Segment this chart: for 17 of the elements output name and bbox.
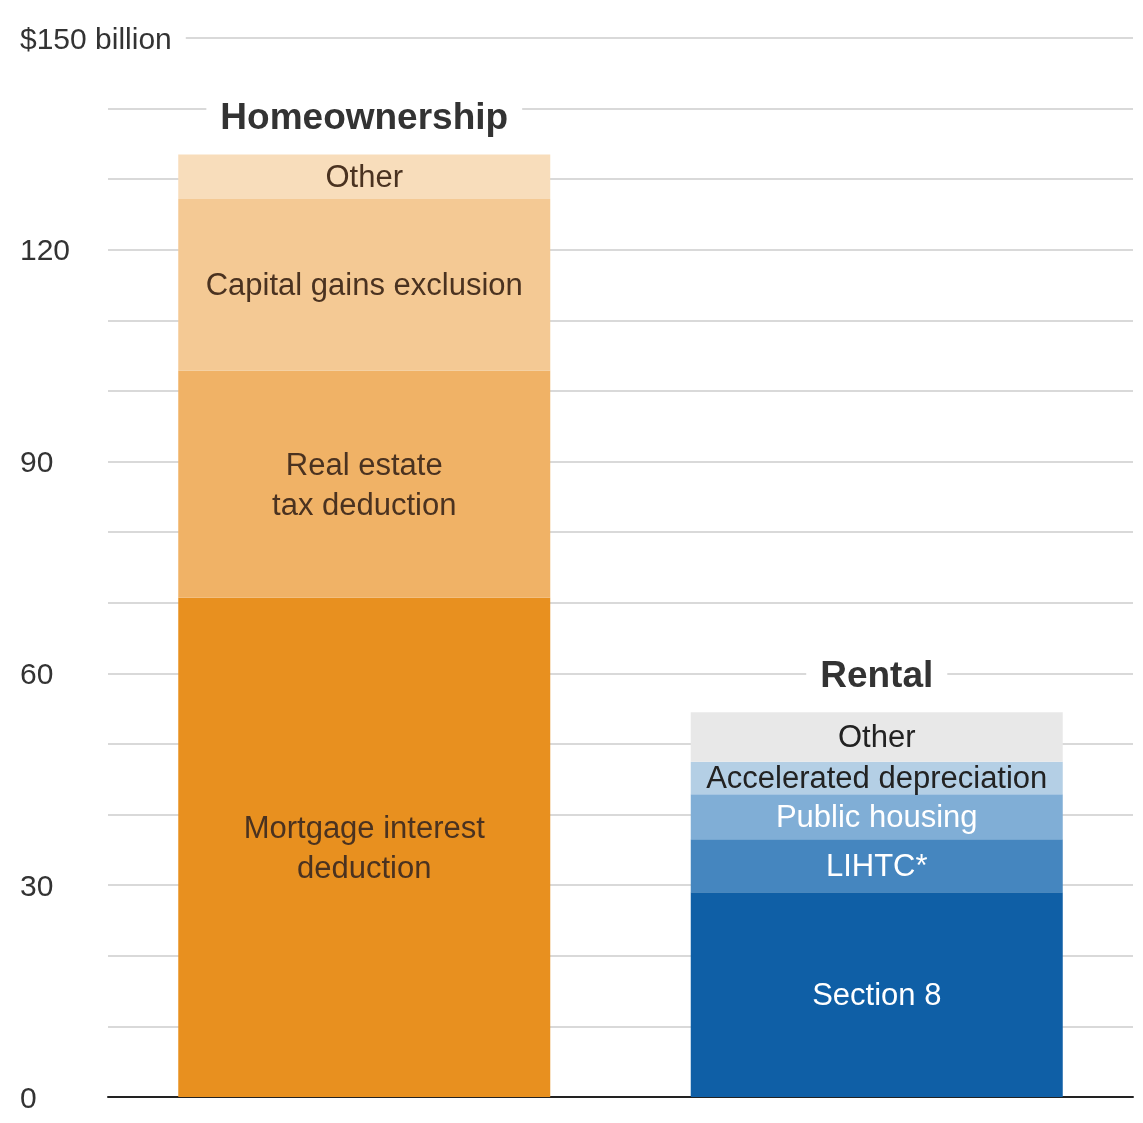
x-tick-label: Homeownership [220,95,509,137]
series-label: Other [325,159,404,195]
x-tick-label: Rental [820,653,934,695]
y-tick-label: 0 [20,1080,37,1114]
y-tick-label: 90 [20,445,54,479]
y-tick-label: $150 billion [20,21,172,55]
y-tick-label: 120 [20,233,71,267]
y-tick-label: 60 [20,656,54,690]
series-label: Mortgage interest deduction [243,809,486,885]
y-tick-label: 30 [20,868,54,902]
series-label: Public housing [775,799,978,835]
series-label: Accelerated depreciation [706,760,1048,796]
series-label: LIHTC* [825,848,928,884]
series-label: Other [837,719,916,755]
series-label: Section 8 [812,977,942,1013]
series-label: Capital gains exclusion [205,267,523,303]
series-label: Real estate tax deduction [272,446,457,522]
